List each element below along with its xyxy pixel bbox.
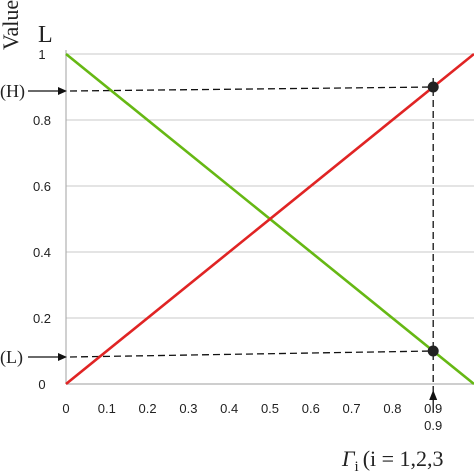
x-tick-label-3: 0.3 (179, 401, 197, 416)
y-tick-label-0: 0 (38, 377, 45, 392)
x-tick-label-4: 0.4 (220, 401, 238, 416)
x-tick-label-8: 0.8 (383, 401, 401, 416)
x-axis-rest: (i = 1,2,3 (363, 446, 444, 471)
y-tick-labels: 0 0.2 0.4 0.6 0.8 1 (33, 47, 51, 392)
series-lines (65, 52, 474, 386)
y-tick-label-5: 1 (38, 47, 45, 62)
marker-label-0: (H) (0, 81, 25, 102)
y-tick-label-2: 0.4 (33, 245, 51, 260)
x-tick-label-1: 0.1 (98, 401, 116, 416)
bottom-arrow-head (429, 390, 438, 400)
horizontal-guide-0 (69, 86, 434, 92)
markers (427, 81, 439, 357)
x-tick-label-7: 0.7 (343, 401, 361, 416)
x-tick-label-2: 0.2 (139, 401, 157, 416)
x-tick-label-0: 0 (62, 401, 69, 416)
y-tick-label-4: 0.8 (33, 113, 51, 128)
marker-label-1: (L) (0, 347, 23, 368)
y-tick-label-3: 0.6 (33, 179, 51, 194)
series-line-1 (65, 52, 474, 386)
x-tick-label-6: 0.6 (302, 401, 320, 416)
label-arrow-head-1 (58, 353, 67, 361)
top-label: L (38, 22, 53, 48)
axes (65, 50, 474, 385)
x-tick-label-5: 0.5 (261, 401, 279, 416)
x-axis-label: Γi (i = 1,2,3 (341, 446, 444, 474)
marker-dot-0 (427, 81, 439, 93)
horizontal-guide-1 (69, 350, 434, 358)
x-tick-labels: 0 0.1 0.2 0.3 0.4 0.5 0.6 0.7 0.8 0.9 (62, 401, 442, 416)
grid (66, 53, 474, 319)
label-arrow-head-0 (58, 87, 67, 95)
marker-dot-1 (427, 345, 439, 357)
x-axis-subscript: i (355, 459, 359, 474)
y-tick-label-1: 0.2 (33, 311, 51, 326)
x-marker-label: 0.9 (424, 418, 442, 433)
guides (28, 78, 438, 412)
y-axis-label: Value (0, 0, 23, 50)
marker-labels: (H) (L) 0.9 (0, 81, 442, 433)
x-axis-symbol: Γ (341, 446, 356, 471)
